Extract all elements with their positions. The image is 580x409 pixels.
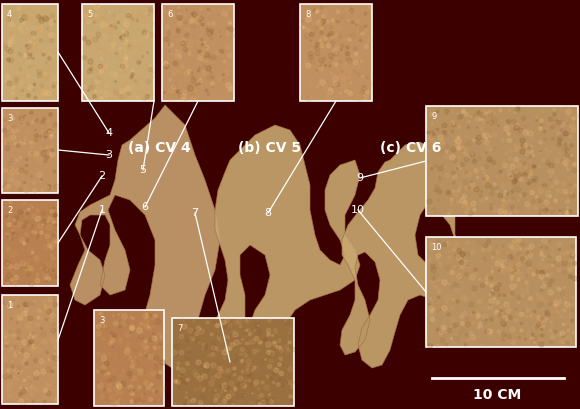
FancyBboxPatch shape (2, 108, 58, 193)
FancyBboxPatch shape (2, 295, 58, 404)
Text: 7: 7 (177, 324, 182, 333)
Text: (b) CV 5: (b) CV 5 (238, 141, 301, 155)
Text: 3: 3 (7, 114, 12, 123)
Text: 10: 10 (351, 205, 365, 215)
FancyBboxPatch shape (172, 318, 294, 406)
Text: 8: 8 (264, 208, 271, 218)
Text: 10: 10 (431, 243, 441, 252)
Polygon shape (340, 142, 482, 368)
FancyBboxPatch shape (426, 237, 576, 347)
FancyBboxPatch shape (82, 4, 154, 101)
Text: 1: 1 (7, 301, 12, 310)
Text: 3: 3 (99, 316, 104, 325)
Text: 2: 2 (99, 171, 106, 181)
Text: 8: 8 (305, 10, 310, 19)
Text: 4: 4 (7, 10, 12, 19)
Text: 9: 9 (357, 173, 364, 183)
Text: 3: 3 (106, 150, 113, 160)
FancyBboxPatch shape (162, 4, 234, 101)
Text: (c) CV 6: (c) CV 6 (380, 141, 441, 155)
Text: 5: 5 (87, 10, 92, 19)
Text: 6: 6 (167, 10, 172, 19)
FancyBboxPatch shape (94, 310, 164, 406)
Text: 7: 7 (191, 208, 198, 218)
Text: (a) CV 4: (a) CV 4 (128, 141, 191, 155)
FancyBboxPatch shape (2, 200, 58, 286)
FancyBboxPatch shape (2, 4, 58, 101)
Text: 10 CM: 10 CM (473, 388, 521, 402)
FancyBboxPatch shape (426, 106, 578, 216)
Polygon shape (210, 125, 360, 370)
Text: 9: 9 (431, 112, 436, 121)
FancyBboxPatch shape (300, 4, 372, 101)
Text: 4: 4 (106, 128, 113, 138)
Text: 5: 5 (140, 165, 147, 175)
Polygon shape (70, 105, 220, 370)
Text: 1: 1 (99, 205, 106, 215)
Text: 6: 6 (142, 202, 148, 212)
Text: 2: 2 (7, 206, 12, 215)
